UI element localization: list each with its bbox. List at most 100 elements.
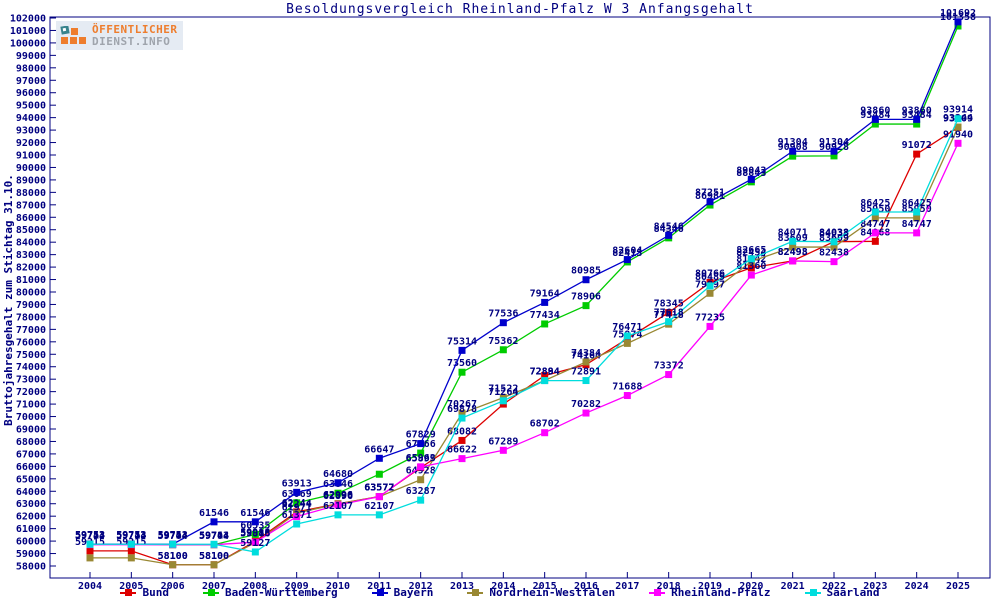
data-label-baden-w-rttemberg: 86981 — [695, 191, 725, 202]
data-label-rheinland-pfalz: 66622 — [447, 445, 477, 456]
data-point-bund — [127, 547, 135, 555]
data-point-saarland — [830, 238, 838, 246]
data-label-saarland: 84033 — [819, 228, 849, 239]
data-point-bayern — [417, 440, 425, 448]
data-label-rheinland-pfalz: 91940 — [943, 129, 973, 140]
svg-text:60000: 60000 — [16, 537, 46, 548]
series-line-saarland — [90, 118, 959, 553]
logo-text: ÖFFENTLICHER DIENST.INFO — [92, 24, 177, 47]
data-point-baden-w-rttemberg — [954, 22, 962, 30]
svg-text:66000: 66000 — [16, 462, 46, 473]
data-label-bayern: 89043 — [736, 165, 766, 176]
data-label-nordrhein-westfalen: 74384 — [571, 348, 601, 359]
data-label-nordrhein-westfalen: 82454 — [736, 247, 766, 258]
svg-text:98000: 98000 — [16, 63, 46, 74]
svg-text:2007: 2007 — [202, 581, 226, 592]
data-label-saarland: 82665 — [736, 245, 766, 256]
data-point-nordrhein-westfalen — [789, 243, 797, 251]
svg-text:2010: 2010 — [326, 581, 350, 592]
legend-item-baden-w-rttemberg: Baden-Württemberg — [202, 585, 338, 599]
data-point-saarland — [913, 208, 921, 216]
data-label-bund: 65899 — [406, 454, 436, 465]
data-point-saarland — [86, 540, 94, 548]
data-point-saarland — [665, 318, 673, 326]
data-point-saarland — [706, 282, 714, 290]
svg-text:71000: 71000 — [16, 400, 46, 411]
data-label-rheinland-pfalz: 62896 — [323, 491, 353, 502]
data-point-bund — [458, 436, 466, 444]
data-point-rheinland-pfalz — [665, 371, 673, 379]
data-point-nordrhein-westfalen — [169, 561, 177, 569]
data-label-saarland: 59744 — [199, 530, 229, 541]
data-point-bayern — [251, 518, 259, 526]
data-point-rheinland-pfalz — [706, 322, 714, 330]
data-point-bayern — [582, 276, 590, 284]
data-label-rheinland-pfalz: 63572 — [364, 483, 394, 494]
data-label-bayern: 87251 — [695, 188, 725, 199]
data-point-bund — [913, 150, 921, 158]
data-point-bayern — [830, 147, 838, 155]
data-label-baden-w-rttemberg: 90928 — [819, 142, 849, 153]
data-point-saarland — [169, 540, 177, 548]
data-label-bayern: 63913 — [282, 478, 312, 489]
svg-text:61000: 61000 — [16, 524, 46, 535]
data-label-saarland: 80489 — [695, 272, 725, 283]
series-line-bayern — [90, 21, 959, 545]
data-label-nordrhein-westfalen: 58100 — [158, 551, 188, 562]
legend-label-baden-w-rttemberg: Baden-Württemberg — [224, 585, 338, 599]
data-point-baden-w-rttemberg — [582, 302, 590, 310]
data-point-rheinland-pfalz — [458, 455, 466, 463]
legend-item-nordrhein-westfalen: Nordrhein-Westfalen — [467, 586, 615, 599]
svg-text:78000: 78000 — [16, 312, 46, 323]
data-point-saarland — [334, 511, 342, 519]
data-label-saarland: 62107 — [364, 501, 394, 512]
data-point-bayern — [665, 231, 673, 239]
data-point-saarland — [623, 332, 631, 340]
series-bayern: 59753 59753 59753 61546 61546 63913 64680 66647… — [75, 8, 976, 548]
svg-text:2022: 2022 — [822, 581, 846, 592]
data-label-nordrhein-westfalen: 71522 — [488, 384, 518, 395]
legend-label-saarland: Saarland — [826, 585, 880, 599]
data-label-rheinland-pfalz: 59713 — [158, 531, 188, 542]
svg-text:96000: 96000 — [16, 88, 46, 99]
data-label-rheinland-pfalz: 77235 — [695, 312, 725, 323]
data-point-baden-w-rttemberg — [541, 320, 549, 328]
series-saarland: 59744 59744 59744 59744 59127 61371 62107 62107… — [75, 105, 973, 556]
data-point-nordrhein-westfalen — [706, 289, 714, 297]
data-point-bayern — [871, 115, 879, 123]
svg-text:2023: 2023 — [863, 581, 887, 592]
data-label-nordrhein-westfalen: 77418 — [654, 310, 684, 321]
data-point-rheinland-pfalz — [830, 258, 838, 266]
svg-text:65000: 65000 — [16, 474, 46, 485]
svg-text:70000: 70000 — [16, 412, 46, 423]
data-point-saarland — [210, 540, 218, 548]
data-point-nordrhein-westfalen — [913, 214, 921, 222]
svg-text:2008: 2008 — [243, 581, 267, 592]
data-label-bayern: 80985 — [571, 266, 601, 277]
data-point-rheinland-pfalz — [293, 513, 301, 521]
data-label-baden-w-rttemberg: 93484 — [860, 110, 890, 121]
svg-text:90000: 90000 — [16, 163, 46, 174]
data-point-rheinland-pfalz — [375, 493, 383, 501]
data-label-bayern: 61546 — [199, 508, 229, 519]
data-label-bund: 82498 — [778, 247, 808, 258]
data-label-bayern: 91304 — [778, 137, 808, 148]
data-point-baden-w-rttemberg — [830, 152, 838, 160]
data-label-nordrhein-westfalen: 64928 — [406, 466, 436, 477]
data-point-bayern — [334, 479, 342, 487]
svg-text:73000: 73000 — [16, 375, 46, 386]
data-label-rheinland-pfalz: 59713 — [199, 531, 229, 542]
data-label-bayern: 82604 — [612, 246, 642, 257]
data-label-saarland: 77618 — [654, 308, 684, 319]
data-label-bund: 78345 — [654, 299, 684, 310]
data-label-nordrhein-westfalen: 58100 — [199, 551, 229, 562]
svg-text:2017: 2017 — [615, 581, 639, 592]
series-line-rheinland-pfalz — [90, 143, 959, 546]
series-nordrhein-westfalen: 58100 58100 59886 62244 62990 63572 64928 70267… — [86, 113, 973, 569]
legend-marker-bayern — [371, 588, 388, 597]
data-point-bund — [871, 237, 879, 245]
data-label-bayern: 79164 — [530, 288, 560, 299]
data-label-saarland: 59744 — [75, 530, 105, 541]
data-point-saarland — [293, 520, 301, 528]
